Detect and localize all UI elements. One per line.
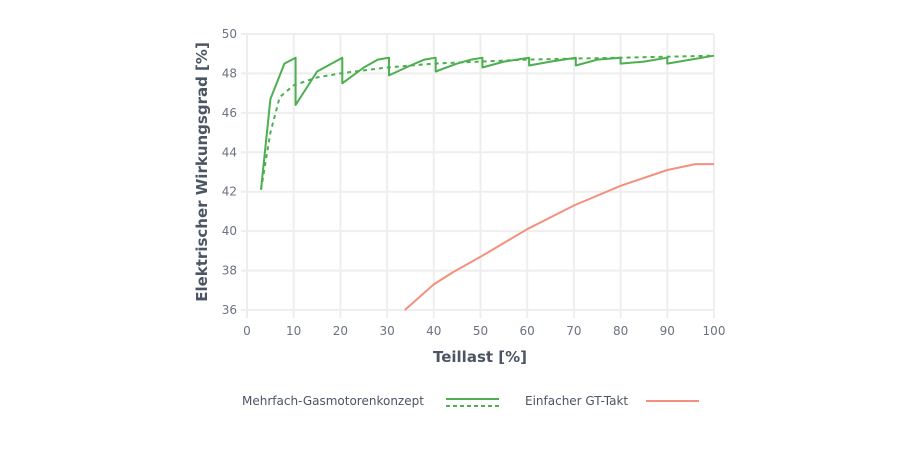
x-tick-label: 30 xyxy=(379,324,394,338)
x-tick-label: 10 xyxy=(286,324,301,338)
y-tick-label: 50 xyxy=(222,27,237,41)
series-line-1 xyxy=(260,54,715,190)
series-group xyxy=(260,54,715,311)
series-line-0 xyxy=(260,54,715,190)
grid xyxy=(241,33,715,318)
x-tick-label: 80 xyxy=(613,324,628,338)
y-tick-label: 46 xyxy=(222,106,237,120)
x-tick-label: 0 xyxy=(243,324,251,338)
legend-label-gt-takt: Einfacher GT-Takt xyxy=(525,394,628,408)
y-tick-label: 44 xyxy=(222,145,237,159)
x-tick-label: 20 xyxy=(333,324,348,338)
series-line-2 xyxy=(404,163,714,311)
x-tick-label: 100 xyxy=(703,324,726,338)
x-tick-label: 40 xyxy=(426,324,441,338)
x-tick-label: 90 xyxy=(660,324,675,338)
x-tick-label: 70 xyxy=(566,324,581,338)
y-tick-label: 40 xyxy=(222,224,237,238)
y-tick-label: 36 xyxy=(222,303,237,317)
x-tick-label: 50 xyxy=(473,324,488,338)
y-axis-label: Elektrischer Wirkungsgrad [%] xyxy=(193,42,211,302)
x-tick-label: 60 xyxy=(520,324,535,338)
x-axis-label: Teillast [%] xyxy=(433,348,527,366)
y-tick-label: 38 xyxy=(222,264,237,278)
legend-label-mehrfach: Mehrfach-Gasmotorenkonzept xyxy=(242,394,424,408)
y-tick-label: 42 xyxy=(222,185,237,199)
tick-labels: 0 10 20 30 40 50 60 70 80 90 100 36 38 40 42 44 46 48 50 xyxy=(222,27,726,338)
legend: Mehrfach-Gasmotorenkonzept Einfacher GT-… xyxy=(242,394,699,408)
y-tick-label: 48 xyxy=(222,66,237,80)
